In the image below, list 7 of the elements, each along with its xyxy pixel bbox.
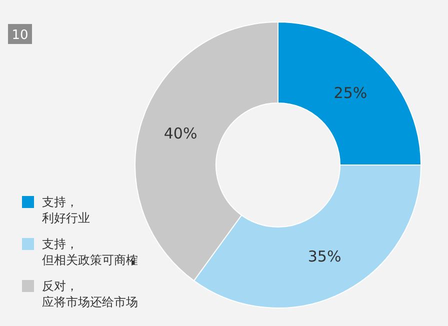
legend-label: 支持，但相关政策可商榷: [42, 237, 138, 267]
legend-label: 反对，应将市场还给市场: [42, 279, 138, 309]
data-label: 25%: [334, 84, 368, 102]
legend-label: 支持，利好行业: [42, 195, 90, 225]
data-label: 35%: [308, 248, 342, 266]
data-label: 40%: [164, 124, 198, 143]
text: 10: [12, 28, 28, 43]
